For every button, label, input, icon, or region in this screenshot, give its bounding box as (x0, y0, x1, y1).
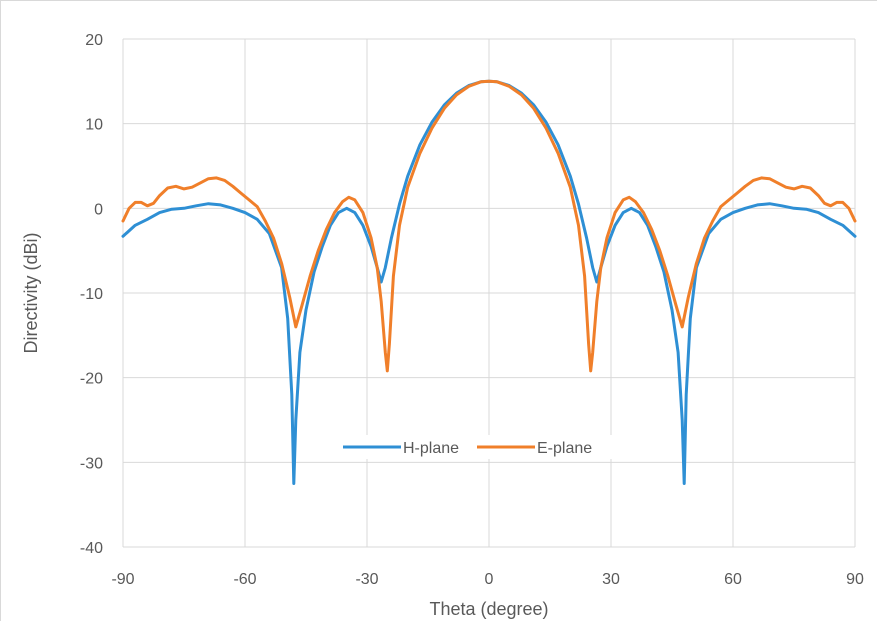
legend-label: E-plane (537, 440, 592, 457)
x-tick-label: 90 (846, 571, 864, 588)
series-line-e-plane (121, 79, 857, 373)
y-tick-label: -30 (80, 455, 103, 472)
x-tick-label: -90 (111, 571, 134, 588)
y-axis-title: Directivity (dBi) (21, 232, 41, 353)
x-tick-label: 30 (602, 571, 620, 588)
legend: H-plane E-plane (339, 435, 623, 459)
x-tick-label: -60 (233, 571, 256, 588)
gridlines (122, 38, 856, 548)
x-tick-label: -30 (355, 571, 378, 588)
series-lines (121, 79, 857, 485)
y-tick-label: 0 (94, 201, 103, 218)
x-axis-title: Theta (degree) (429, 599, 548, 619)
y-tick-label: -10 (80, 286, 103, 303)
x-tick-label: 60 (724, 571, 742, 588)
y-tick-label: 10 (85, 117, 103, 134)
tick-labels: 20 10 0 -10 -20 -30 -40 -90 -60 -30 0 30 60 90 (80, 32, 864, 588)
x-tick-label: 0 (485, 571, 494, 588)
legend-label: H-plane (403, 440, 459, 457)
y-tick-label: 20 (85, 32, 103, 49)
y-tick-label: -40 (80, 540, 103, 557)
y-tick-label: -20 (80, 371, 103, 388)
